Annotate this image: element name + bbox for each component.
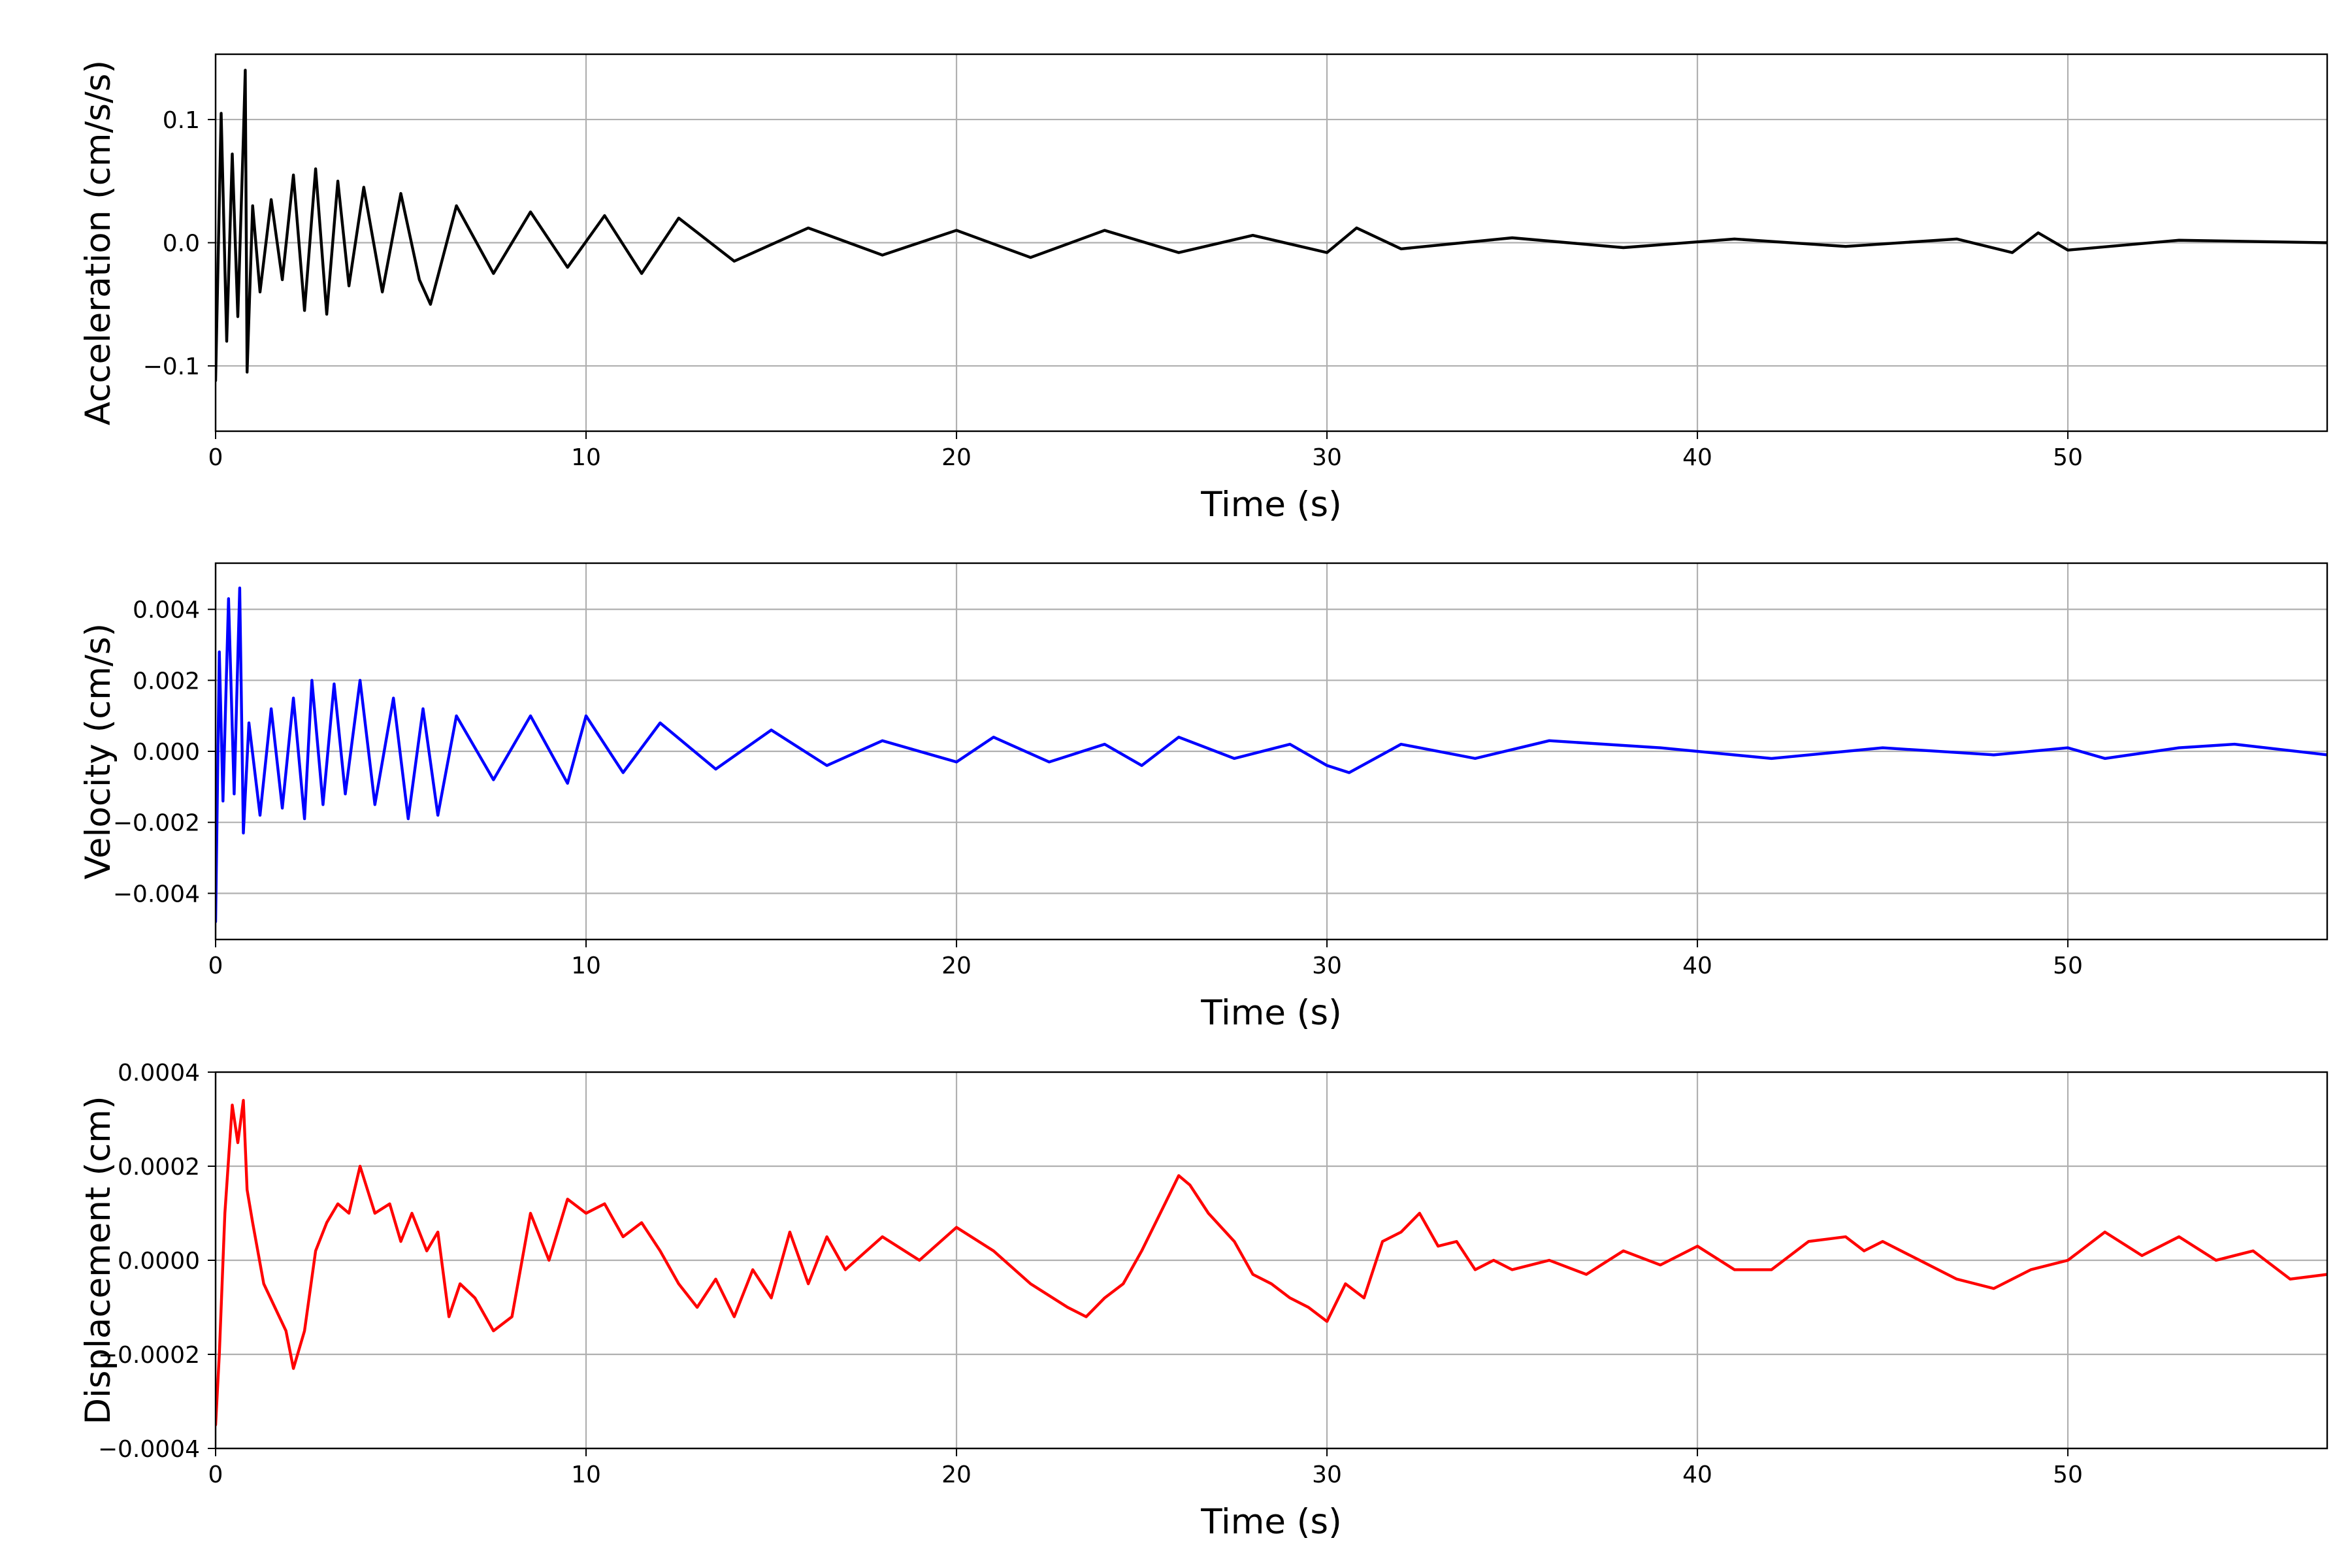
displacement-y-axis-label: Displacement (cm) <box>78 1096 118 1424</box>
velocity-ytick-label-0: −0.004 <box>113 881 200 907</box>
displacement-xtick-label-0: 0 <box>208 1462 223 1488</box>
displacement-xtick-label-2: 20 <box>941 1462 972 1488</box>
displacement-ytick-label-1: −0.0002 <box>98 1342 200 1369</box>
displacement-xtick-label-4: 40 <box>1682 1462 1712 1488</box>
velocity-series-line <box>216 586 2327 924</box>
acceleration-ytick-label-2: 0.1 <box>163 107 200 134</box>
displacement-xtick-label-5: 50 <box>2053 1462 2083 1488</box>
velocity-xtick-label-5: 50 <box>2053 953 2083 979</box>
acceleration-panel: 0 10 20 30 40 50 −0.1 0.0 0.1 Time (s) Acceleratio… <box>78 53 2328 525</box>
velocity-ytick-label-3: 0.002 <box>133 668 200 694</box>
acceleration-series-line <box>216 69 2327 382</box>
acceleration-xtick-label-5: 50 <box>2053 444 2083 471</box>
acceleration-y-axis-label: Acceleration (cm/s/s) <box>78 60 118 425</box>
velocity-xtick-label-1: 10 <box>571 953 601 979</box>
displacement-ytick-label-2: 0.0000 <box>118 1248 200 1275</box>
velocity-xtick-label-4: 40 <box>1682 953 1712 979</box>
velocity-ytick-label-4: 0.004 <box>133 597 200 624</box>
velocity-panel: 0 10 20 30 40 50 −0.004 −0.002 0.000 0.002 0.004 Ti… <box>78 562 2328 1033</box>
acceleration-ytick-label-1: 0.0 <box>163 231 200 257</box>
displacement-x-axis-label: Time (s) <box>1200 1502 1342 1542</box>
charts: 0 10 20 30 40 50 −0.1 0.0 0.1 Time (s) Acceleratio… <box>78 53 2328 1542</box>
displacement-ytick-label-4: 0.0004 <box>118 1060 200 1086</box>
velocity-ytick-label-1: −0.002 <box>113 810 200 837</box>
displacement-xtick-label-3: 30 <box>1312 1462 1342 1488</box>
acceleration-xtick-label-4: 40 <box>1682 444 1712 471</box>
acceleration-ytick-label-0: −0.1 <box>143 353 200 380</box>
acceleration-xtick-label-2: 20 <box>941 444 972 471</box>
velocity-xtick-label-3: 30 <box>1312 953 1342 979</box>
displacement-xtick-label-1: 10 <box>571 1462 601 1488</box>
displacement-ytick-label-3: 0.0002 <box>118 1154 200 1181</box>
velocity-y-axis-label: Velocity (cm/s) <box>78 623 118 879</box>
acceleration-xtick-label-3: 30 <box>1312 444 1342 471</box>
velocity-ytick-label-2: 0.000 <box>133 739 200 766</box>
acceleration-xtick-label-1: 10 <box>571 444 601 471</box>
velocity-xtick-label-0: 0 <box>208 953 223 979</box>
displacement-ytick-label-0: −0.0004 <box>98 1436 200 1463</box>
displacement-series-line <box>216 1098 2327 1427</box>
displacement-panel: 0 10 20 30 40 50 −0.0004 −0.0002 0.0000 0.0002 0.0… <box>78 1060 2328 1542</box>
acceleration-x-axis-label: Time (s) <box>1200 485 1342 525</box>
velocity-x-axis-label: Time (s) <box>1200 993 1342 1033</box>
acceleration-xtick-label-0: 0 <box>208 444 223 471</box>
velocity-xtick-label-2: 20 <box>941 953 972 979</box>
